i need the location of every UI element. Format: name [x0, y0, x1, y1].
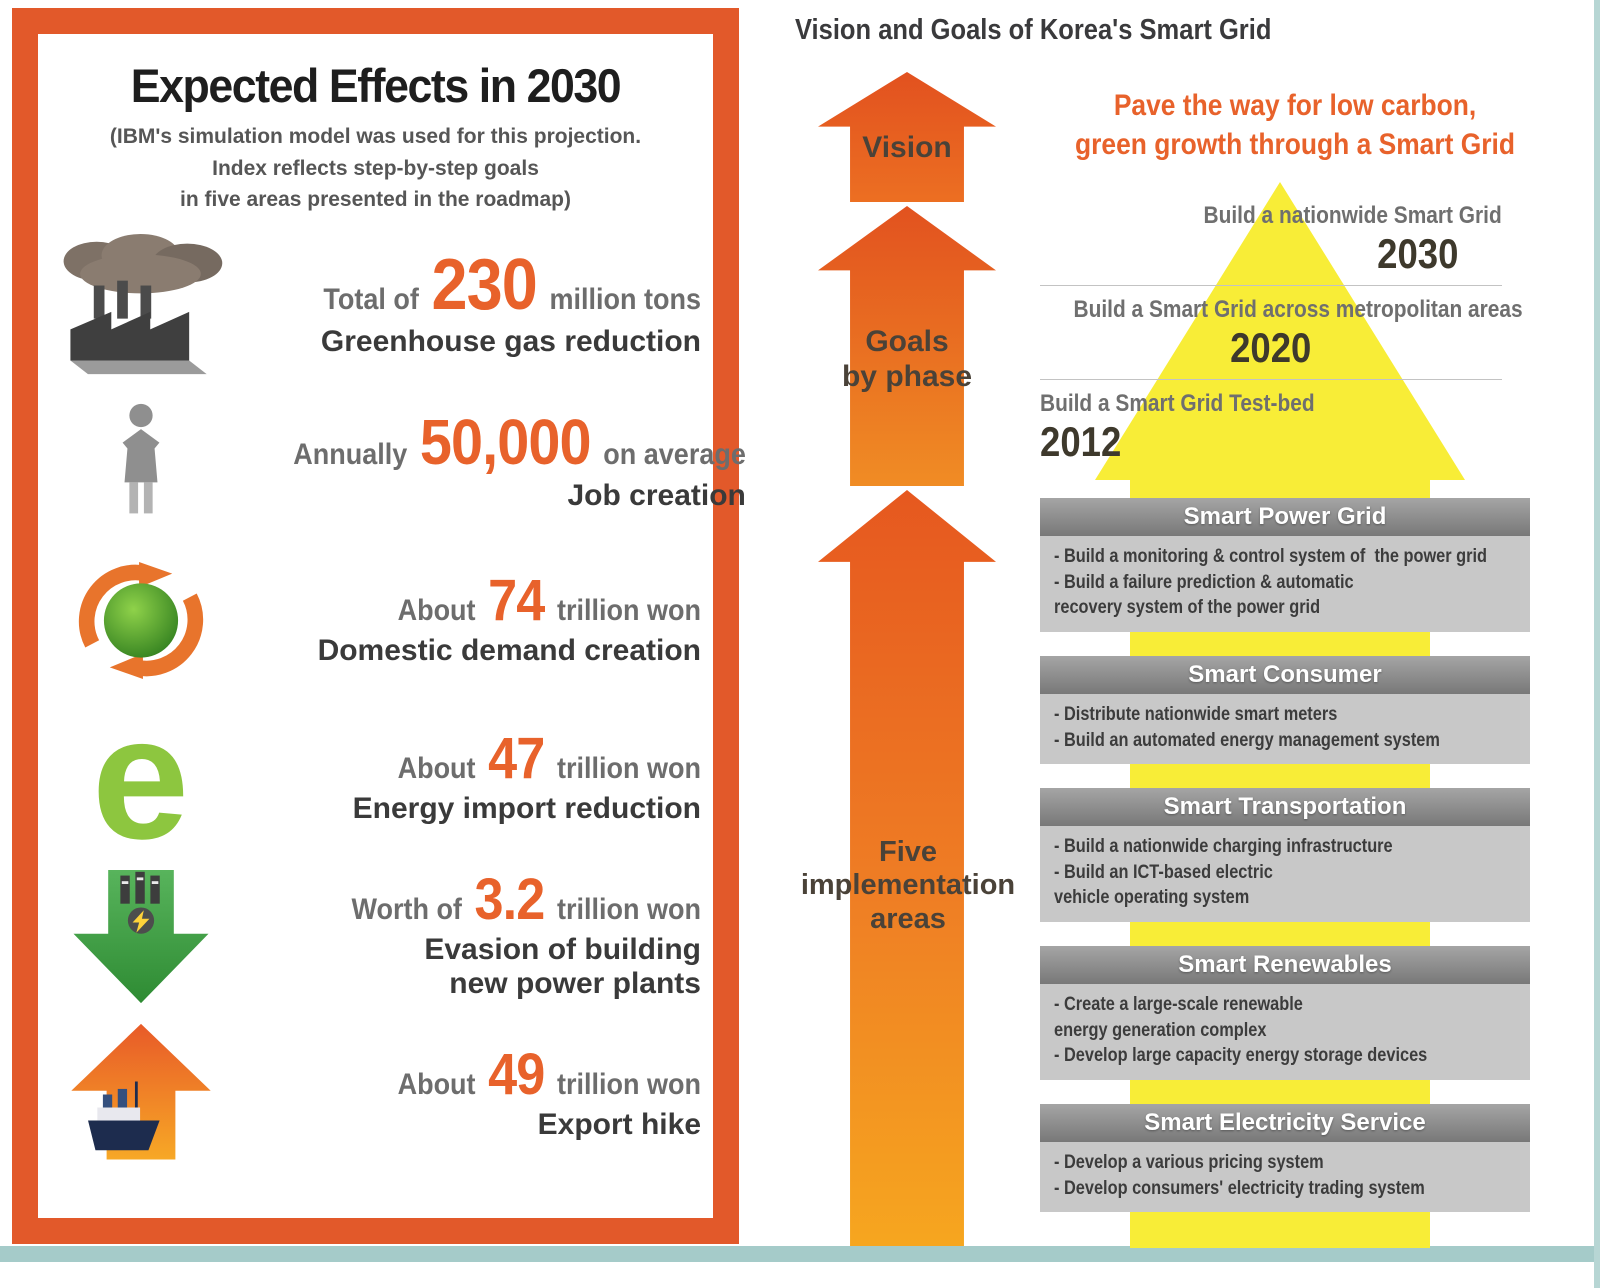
section-title: Smart Power Grid	[1040, 498, 1530, 536]
section-smart-electricity-service: Smart Electricity Service - Develop a va…	[1040, 1104, 1530, 1213]
effect-item-power-plants: Worth of 3.2 trillion won Evasion of bui…	[38, 858, 713, 1016]
effect-item-export-hike: About 49 trillion won Export hike	[38, 1016, 713, 1174]
item-label: Job creation	[567, 479, 746, 513]
milestone-2012: Build a Smart Grid Test-bed 2012	[1040, 390, 1502, 473]
globe-cycle-icon	[38, 560, 243, 681]
section-smart-power-grid: Smart Power Grid - Build a monitoring & …	[1040, 498, 1530, 632]
expected-effects-panel: Expected Effects in 2030 (IBM's simulati…	[12, 8, 746, 1244]
item-suffix: trillion won	[557, 893, 701, 927]
vision-statement: Pave the way for low carbon, green growt…	[1075, 89, 1516, 161]
section-smart-consumer: Smart Consumer - Distribute nationwide s…	[1040, 655, 1530, 765]
section-title: Smart Renewables	[1040, 946, 1530, 985]
item-label: Energy import reduction	[352, 792, 701, 826]
section-body: - Build a monitoring & control system of…	[1040, 536, 1530, 632]
section-bullets: - Build a monitoring & control system of…	[1054, 546, 1488, 619]
item-suffix: million tons	[549, 282, 701, 316]
left-panel-title: Expected Effects in 2030	[130, 59, 622, 112]
milestone-year: 2012	[1040, 418, 1122, 466]
item-value: 47	[488, 726, 545, 792]
effect-item-energy-import: e About 47 trillion won Energy import re…	[38, 680, 713, 876]
right-panel-title: Vision and Goals of Korea's Smart Grid	[795, 14, 1272, 46]
section-title: Smart Consumer	[1040, 655, 1530, 694]
vision-goals-panel: Vision and Goals of Korea's Smart Grid V…	[770, 0, 1548, 1262]
effect-item-job-creation: Annually 50,000 on average Job creation	[38, 384, 746, 542]
milestone-text: Build a Smart Grid across metropolitan a…	[1073, 296, 1523, 324]
up-arrow-ship-icon	[38, 1020, 243, 1169]
item-value: 74	[488, 568, 545, 634]
item-prefix: About	[397, 752, 476, 786]
effect-text: Annually 50,000 on average Job creation	[243, 406, 758, 513]
item-value: 50,000	[419, 406, 592, 479]
item-label: Export hike	[537, 1108, 701, 1142]
section-bullets: - Develop a various pricing system - Dev…	[1054, 1152, 1425, 1199]
section-smart-renewables: Smart Renewables - Create a large-scale …	[1040, 946, 1530, 1081]
milestone-2020: Build a Smart Grid across metropolitan a…	[1040, 296, 1523, 381]
effect-text: About 74 trillion won Domestic demand cr…	[243, 568, 713, 668]
item-label: Greenhouse gas reduction	[320, 324, 701, 358]
effect-text: Worth of 3.2 trillion won Evasion of bui…	[243, 867, 713, 1001]
item-value: 3.2	[474, 867, 546, 933]
section-body: - Create a large-scale renewable energy …	[1040, 984, 1530, 1081]
item-prefix: About	[397, 594, 476, 628]
effect-text: About 47 trillion won Energy import redu…	[243, 726, 713, 826]
milestone-year: 2030	[1376, 230, 1458, 277]
item-prefix: Annually	[293, 438, 408, 472]
item-suffix: trillion won	[557, 1068, 701, 1102]
item-suffix: trillion won	[557, 752, 701, 786]
effects-list: Total of 230 million tons Greenhouse gas…	[38, 226, 746, 1174]
section-title: Smart Transportation	[1040, 788, 1530, 827]
section-body: - Build a nationwide charging infrastruc…	[1040, 826, 1530, 923]
item-value: 49	[488, 1042, 545, 1108]
milestone-2030: Build a nationwide Smart Grid 2030	[1040, 202, 1502, 287]
section-body: - Develop a various pricing system - Dev…	[1040, 1142, 1530, 1213]
section-bullets: - Build a nationwide charging infrastruc…	[1054, 836, 1393, 909]
effect-text: About 49 trillion won Export hike	[243, 1042, 713, 1142]
item-prefix: About	[397, 1068, 476, 1102]
item-value: 230	[431, 244, 537, 325]
energy-e-icon: e	[91, 680, 190, 876]
milestone-text: Build a nationwide Smart Grid	[1203, 202, 1502, 229]
item-label: Evasion of building new power plants	[424, 933, 701, 1001]
implementation-sections: Smart Power Grid - Build a monitoring & …	[1040, 498, 1530, 1213]
section-body: - Distribute nationwide smart meters - B…	[1040, 693, 1530, 765]
areas-arrow-label: Five implementation areas	[800, 836, 1016, 935]
milestone-year: 2020	[1230, 324, 1312, 372]
factory-emissions-icon	[38, 232, 243, 378]
bottom-strip	[0, 1246, 1600, 1262]
effect-item-greenhouse-gas: Total of 230 million tons Greenhouse gas…	[38, 226, 713, 384]
item-prefix: Worth of	[351, 893, 462, 927]
effect-text: Total of 230 million tons Greenhouse gas…	[243, 244, 713, 359]
section-bullets: - Create a large-scale renewable energy …	[1054, 994, 1428, 1067]
worker-icon	[38, 400, 243, 526]
item-prefix: Total of	[323, 282, 419, 316]
milestones: Build a nationwide Smart Grid 2030 Build…	[1040, 202, 1523, 483]
right-edge-strip	[1594, 0, 1600, 1288]
goals-arrow-label: Goals by phase	[841, 325, 973, 393]
effect-item-domestic-demand: About 74 trillion won Domestic demand cr…	[38, 542, 713, 700]
vision-arrow-label: Vision	[862, 131, 952, 164]
left-panel-subtitle: (IBM's simulation model was used for thi…	[109, 125, 642, 211]
section-title: Smart Electricity Service	[1040, 1104, 1530, 1143]
item-suffix: on average	[603, 438, 746, 472]
item-label: Domestic demand creation	[317, 634, 701, 668]
milestone-text: Build a Smart Grid Test-bed	[1040, 390, 1315, 418]
section-smart-transportation: Smart Transportation - Build a nationwid…	[1040, 788, 1530, 923]
section-bullets: - Distribute nationwide smart meters - B…	[1054, 703, 1440, 751]
down-arrow-plant-icon	[38, 866, 243, 1007]
item-suffix: trillion won	[557, 594, 701, 628]
